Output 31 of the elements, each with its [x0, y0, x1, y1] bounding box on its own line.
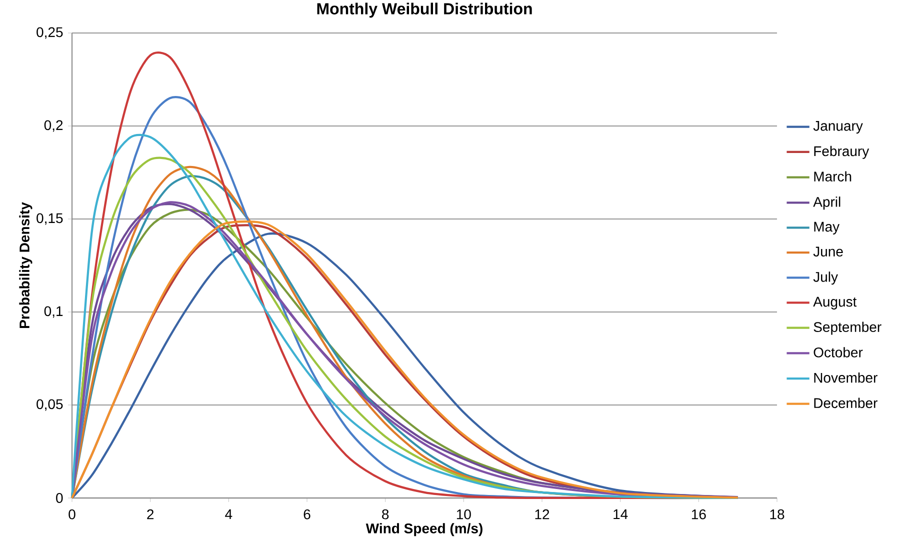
legend-label: April	[813, 196, 840, 210]
legend-label: December	[814, 398, 878, 408]
legend-label: Febraury	[814, 146, 870, 159]
x-tick-label: 4	[225, 509, 232, 519]
legend-label: November	[814, 372, 878, 383]
x-tick-label: 16	[692, 509, 706, 520]
legend-label: September	[814, 322, 882, 335]
y-axis-title: Probability Density	[19, 202, 32, 328]
x-tick-label: 6	[304, 509, 310, 520]
x-tick-label: 14	[614, 509, 628, 519]
legend-label: June	[813, 246, 843, 257]
x-tick-label: 12	[535, 509, 550, 520]
x-tick-label: 8	[382, 509, 389, 520]
y-tick-label: 0,15	[36, 213, 63, 225]
y-tick-label: 0,2	[44, 120, 63, 132]
legend-label: October	[814, 347, 863, 358]
x-tick-label: 0	[68, 509, 76, 520]
chart-title: Monthly Weibull Distribution	[317, 2, 532, 18]
y-tick-label: 0,25	[36, 27, 63, 39]
x-axis-title: Wind Speed (m/s)	[366, 523, 482, 536]
x-tick-label: 2	[147, 509, 154, 520]
legend-label: January	[813, 121, 863, 134]
legend-label: March	[814, 171, 852, 182]
legend-label: May	[814, 222, 840, 234]
y-tick-label: 0	[56, 493, 63, 503]
x-tick-label: 10	[456, 509, 471, 520]
x-tick-label: 18	[770, 509, 784, 520]
y-tick-label: 0,05	[36, 399, 63, 411]
legend-label: July	[813, 272, 838, 285]
legend-label: August	[813, 296, 857, 310]
y-tick-label: 0,1	[44, 306, 63, 318]
